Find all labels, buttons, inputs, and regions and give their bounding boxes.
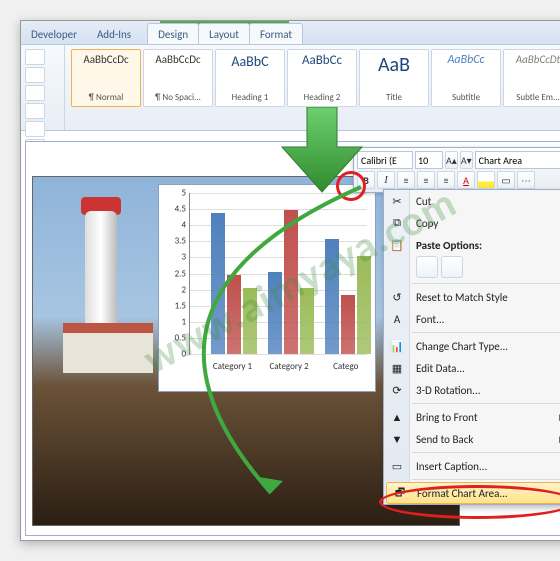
style-subtitle[interactable]: AaBbCcSubtitle	[431, 49, 501, 107]
paste-option-2[interactable]	[441, 256, 463, 278]
font-size-input[interactable]	[415, 151, 443, 169]
clipboard-icon: 📋	[389, 237, 405, 253]
bar-series1	[268, 272, 282, 354]
indent-icon[interactable]	[25, 85, 45, 101]
menu-bring-to-front[interactable]: ▲Bring to Front▶	[384, 406, 560, 428]
style-subtle-em-[interactable]: AaBbCcDtSubtle Em...	[503, 49, 560, 107]
list-icon[interactable]	[25, 49, 45, 65]
bar-series2	[227, 275, 241, 354]
format-icon: 🗗	[392, 485, 408, 501]
menu-cut[interactable]: ✂Cut	[384, 190, 560, 212]
tab-addins[interactable]: Add-Ins	[87, 24, 141, 44]
front-icon: ▲	[389, 409, 405, 425]
tab-format[interactable]: Format	[249, 23, 303, 44]
ribbon-body: AaBbCcDc¶ NormalAaBbCcDc¶ No Spaci...AaB…	[21, 45, 560, 131]
font-family-input[interactable]	[357, 151, 413, 169]
mini-toolbar: A▴ A▾ B I ≡ ≡ ≡ A ▭ ⋯	[353, 147, 560, 193]
menu-change-chart-type[interactable]: 📊Change Chart Type...	[384, 335, 560, 357]
ribbon-tabs: Developer Add-Ins Chart Tools Design Lay…	[21, 21, 560, 45]
menu-reset-style[interactable]: ↺Reset to Match Style	[384, 286, 560, 308]
bar-series3	[300, 288, 314, 354]
menu-copy[interactable]: ⧉Copy	[384, 212, 560, 234]
tab-developer[interactable]: Developer	[21, 24, 87, 44]
more-icon[interactable]: ⋯	[517, 171, 535, 189]
font-icon: A	[389, 311, 405, 327]
annotation-circle-top	[336, 171, 366, 201]
copy-icon: ⧉	[389, 215, 405, 231]
align-right-icon[interactable]: ≡	[437, 171, 455, 189]
outline-icon[interactable]: ▭	[497, 171, 515, 189]
sort-icon[interactable]	[25, 121, 45, 137]
numbering-icon[interactable]	[25, 67, 45, 83]
style-heading-2[interactable]: AaBbCcHeading 2	[287, 49, 357, 107]
style-title[interactable]: AaBTitle	[359, 49, 429, 107]
chart-type-icon: 📊	[389, 338, 405, 354]
menu-format-chart-area[interactable]: 🗗Format Chart Area...	[386, 482, 560, 504]
shrink-font-icon[interactable]: A▾	[460, 151, 473, 169]
font-color-icon[interactable]: A	[457, 171, 475, 189]
house-body	[63, 333, 153, 373]
styles-gallery: AaBbCcDc¶ NormalAaBbCcDc¶ No Spaci...AaB…	[65, 45, 560, 130]
bar-series1	[325, 239, 339, 354]
bar-series3	[243, 288, 257, 354]
category-label: Category 1	[202, 361, 262, 372]
reset-icon: ↺	[389, 289, 405, 305]
scissors-icon: ✂	[389, 193, 405, 209]
paste-option-1[interactable]	[416, 256, 438, 278]
category-label: Catego	[316, 361, 376, 372]
bar-series2	[284, 210, 298, 354]
menu-edit-data[interactable]: ▦Edit Data...	[384, 357, 560, 379]
italic-button[interactable]: I	[377, 171, 395, 189]
rotation-icon: ⟳	[389, 382, 405, 398]
menu-send-to-back[interactable]: ▼Send to Back▶	[384, 428, 560, 450]
chart-element-select[interactable]	[475, 151, 560, 169]
align-center-icon[interactable]: ≡	[417, 171, 435, 189]
lighthouse-tower	[85, 211, 117, 341]
tab-layout[interactable]: Layout	[198, 23, 250, 44]
paste-options	[384, 256, 560, 281]
style--no-spaci-[interactable]: AaBbCcDc¶ No Spaci...	[143, 49, 213, 107]
embedded-chart[interactable]: 00.511.522.533.544.55Category 1Category …	[158, 184, 376, 392]
outdent-icon[interactable]	[25, 103, 45, 119]
caption-icon: ▭	[389, 458, 405, 474]
context-menu: ✂Cut ⧉Copy 📋Paste Options: ↺Reset to Mat…	[383, 189, 560, 505]
style-heading-1[interactable]: AaBbCHeading 1	[215, 49, 285, 107]
menu-paste-label: 📋Paste Options:	[384, 234, 560, 256]
bar-series2	[341, 295, 355, 354]
style--normal[interactable]: AaBbCcDc¶ Normal	[71, 49, 141, 107]
menu-insert-caption[interactable]: ▭Insert Caption...	[384, 455, 560, 477]
chart-plot-area: 00.511.522.533.544.55Category 1Category …	[189, 193, 367, 355]
menu-3d-rotation[interactable]: ⟳3-D Rotation...	[384, 379, 560, 401]
bar-series3	[357, 256, 371, 354]
paragraph-group	[21, 45, 65, 130]
menu-font[interactable]: AFont...	[384, 308, 560, 330]
edit-data-icon: ▦	[389, 360, 405, 376]
category-label: Category 2	[259, 361, 319, 372]
grow-font-icon[interactable]: A▴	[445, 151, 458, 169]
fill-color-icon[interactable]	[477, 171, 495, 189]
back-icon: ▼	[389, 431, 405, 447]
tab-design[interactable]: Design	[147, 23, 199, 44]
bar-series1	[211, 213, 225, 354]
align-left-icon[interactable]: ≡	[397, 171, 415, 189]
styles-group-label: Styles	[71, 109, 560, 122]
